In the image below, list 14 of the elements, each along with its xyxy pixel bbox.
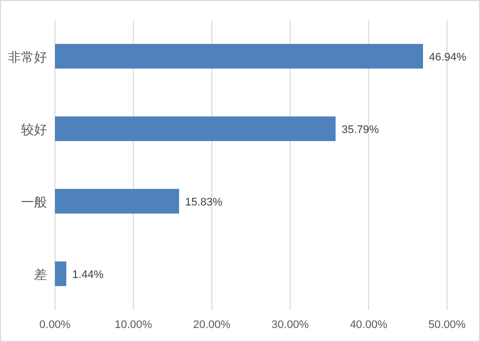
y-tick-label: 差 bbox=[34, 266, 47, 282]
x-tick-label: 10.00% bbox=[114, 319, 152, 331]
x-tick-label: 0.00% bbox=[39, 319, 71, 331]
x-tick-label: 20.00% bbox=[193, 319, 231, 331]
data-label: 1.44% bbox=[72, 268, 104, 281]
y-tick-label: 非常好 bbox=[8, 49, 47, 64]
x-tick-label: 50.00% bbox=[428, 319, 466, 331]
x-tick-label: 30.00% bbox=[272, 319, 310, 331]
y-tick-label: 较好 bbox=[21, 122, 47, 137]
x-tick-label: 40.00% bbox=[350, 319, 388, 331]
y-tick-label: 一般 bbox=[21, 194, 47, 210]
data-label: 46.94% bbox=[429, 51, 467, 64]
data-label: 35.79% bbox=[342, 124, 380, 136]
data-label: 15.83% bbox=[185, 196, 223, 208]
